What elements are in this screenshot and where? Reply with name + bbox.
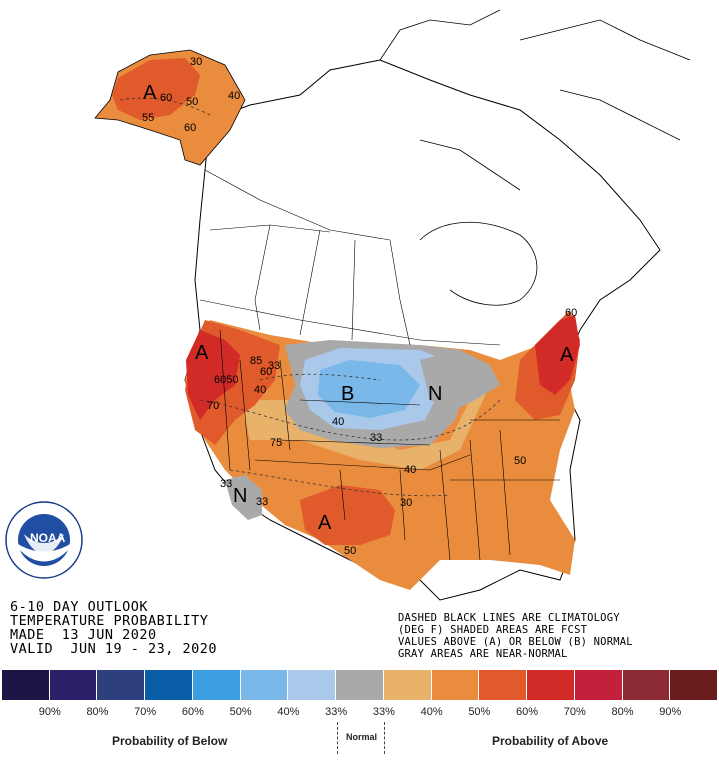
legend-tick-label: 60% xyxy=(181,706,204,718)
legend-ticks: 90% 80% 70% 60% 50% 40% 33% 33% 40% 50% 60% 70% 80% 9… xyxy=(2,706,718,718)
boundary-lines xyxy=(199,169,560,561)
legend-swatch xyxy=(383,670,432,700)
legend-above-label: Probability of Above xyxy=(492,734,609,748)
legend-tick-label: 50% xyxy=(229,706,252,718)
legend-swatch xyxy=(670,670,719,700)
legend-below-label: Probability of Below xyxy=(112,734,228,748)
legend-tick-label: 50% xyxy=(468,706,491,718)
legend-swatches xyxy=(2,670,719,700)
contour-label: 60 xyxy=(260,366,273,378)
legend-swatch xyxy=(192,670,241,700)
legend-swatch xyxy=(2,670,50,700)
contour-label: 60 xyxy=(160,92,173,104)
contour-label: 55 xyxy=(142,112,155,124)
southwest-above-label: A xyxy=(318,512,332,534)
alaska-above-label: A xyxy=(143,82,157,104)
valid-dates: VALID JUN 19 - 23, 2020 xyxy=(10,641,218,657)
legend-swatch xyxy=(527,670,575,700)
legend-tick-label: 70% xyxy=(134,706,157,718)
canada-coast xyxy=(379,9,691,306)
contour-label: 33 xyxy=(256,496,269,508)
normal-bracket-right xyxy=(384,722,385,754)
legend-swatch xyxy=(622,670,671,700)
contour-label: 50 xyxy=(514,455,527,467)
legend-tick-label: 80% xyxy=(611,706,634,718)
contour-label: 40 xyxy=(332,416,345,428)
central-below-label: B xyxy=(341,383,355,405)
contour-label: 75 xyxy=(270,437,283,449)
northeast-above-label: A xyxy=(560,344,574,366)
legend-swatch xyxy=(336,670,384,700)
tick-spacer xyxy=(694,706,718,718)
great-lakes-normal-label: N xyxy=(428,383,443,405)
alaska-above-60 xyxy=(112,58,200,120)
contour-label: 70 xyxy=(207,400,220,412)
legend-tick-label: 70% xyxy=(563,706,586,718)
arizona-near-normal xyxy=(225,475,262,520)
legend-tick-label: 40% xyxy=(277,706,300,718)
contour-label: 40 xyxy=(404,464,417,476)
legend-swatch xyxy=(431,670,480,700)
legend-tick-label: 80% xyxy=(86,706,109,718)
legend-tick-label: 90% xyxy=(659,706,682,718)
legend-tick-label: 60% xyxy=(516,706,539,718)
legend-swatch xyxy=(97,670,146,700)
note-line: GRAY AREAS ARE NEAR-NORMAL xyxy=(398,648,568,660)
legend-tick-label: 33% xyxy=(325,706,348,718)
contour-label: 30 xyxy=(400,497,413,509)
legend-swatch xyxy=(145,670,193,700)
map-notes: DASHED BLACK LINES ARE CLIMATOLOGY (DEG … xyxy=(398,612,633,660)
legend-swatch xyxy=(479,670,528,700)
legend-normal-label: Normal xyxy=(346,732,378,742)
contour-label: 85 xyxy=(250,355,263,367)
west-above-label: A xyxy=(195,342,209,364)
legend-tick-label: 90% xyxy=(38,706,61,718)
arizona-normal-label: N xyxy=(233,485,248,507)
note-line: DASHED BLACK LINES ARE CLIMATOLOGY xyxy=(398,612,620,624)
legend-swatch xyxy=(240,670,289,700)
northeast-above-60 xyxy=(535,315,580,395)
great-lakes-near-normal xyxy=(420,350,500,410)
legend-swatch xyxy=(288,670,337,700)
contour-label: 40 xyxy=(254,384,267,396)
legend-tick-label: 33% xyxy=(372,706,395,718)
climatology-contours xyxy=(119,97,501,497)
contour-label: 6050 xyxy=(214,374,239,386)
legend-swatch xyxy=(574,670,623,700)
note-line: VALUES ABOVE (A) OR BELOW (B) NORMAL xyxy=(398,636,633,648)
contour-label: 30 xyxy=(190,56,203,68)
north-central-below-40 xyxy=(318,360,420,418)
contour-label: 33 xyxy=(370,432,383,444)
contour-label: 33 xyxy=(220,478,233,490)
contour-label: 60 xyxy=(184,122,197,134)
contour-label: 40 xyxy=(228,90,241,102)
outlook-title-block: 6-10 DAY OUTLOOK TEMPERATURE PROBABILITY… xyxy=(10,600,217,656)
legend-tick-label: 40% xyxy=(420,706,443,718)
made-date: MADE 13 JUN 2020 xyxy=(10,627,157,643)
noaa-logo-text: NOAA xyxy=(30,531,66,545)
west-above-60 xyxy=(186,330,240,420)
contour-label: 50 xyxy=(344,545,357,557)
note-line: (DEG F) SHADED AREAS ARE FCST xyxy=(398,624,588,636)
outlook-subtitle: TEMPERATURE PROBABILITY xyxy=(10,613,209,629)
contour-label: 60 xyxy=(565,307,578,319)
contour-label: 33 xyxy=(268,360,281,372)
outlook-title: 6-10 DAY OUTLOOK xyxy=(10,599,149,615)
southwest-above-50 xyxy=(300,485,395,545)
tick-spacer xyxy=(2,706,26,718)
noaa-logo xyxy=(5,501,83,579)
normal-bracket-left xyxy=(337,722,338,754)
probability-legend: 90% 80% 70% 60% 50% 40% 33% 33% 40% 50% 60% 70% 80% 9… xyxy=(0,670,719,760)
contour-label: 50 xyxy=(186,96,199,108)
legend-swatch xyxy=(49,670,98,700)
